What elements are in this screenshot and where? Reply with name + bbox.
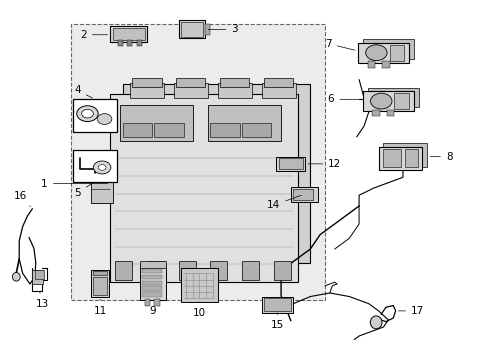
Bar [93,277,107,295]
Text: 1: 1 [41,179,107,189]
Bar [264,298,290,311]
Bar [273,261,290,280]
Bar [176,78,205,87]
Ellipse shape [81,109,93,118]
Text: 14: 14 [266,195,301,210]
Bar [115,261,132,280]
Text: 6: 6 [327,94,359,104]
Bar [205,24,210,35]
Text: 15: 15 [270,313,283,330]
Bar [173,83,207,98]
Ellipse shape [93,161,111,174]
Bar [147,261,163,280]
Bar [178,261,195,280]
Bar [242,123,271,137]
Text: 16: 16 [14,191,30,207]
Bar [383,143,427,167]
Bar [120,105,193,140]
Bar [178,21,205,39]
Text: 2: 2 [80,30,107,40]
Text: 9: 9 [149,300,156,316]
Bar [73,149,117,182]
Bar [378,147,422,170]
Text: 5: 5 [74,183,92,198]
Bar [118,40,122,45]
Text: 8: 8 [429,152,452,162]
Bar [127,40,132,45]
Text: 4: 4 [74,85,92,98]
Bar [122,123,152,137]
Text: 10: 10 [192,302,205,318]
Bar [35,270,43,279]
Text: 17: 17 [398,306,424,316]
Bar [383,149,400,167]
Bar [278,158,303,169]
Bar [207,105,281,140]
Bar [362,39,413,59]
Bar [93,271,107,275]
Bar [293,189,312,200]
Text: 12: 12 [307,159,341,169]
Bar [142,280,161,285]
Bar [154,299,160,306]
Bar [142,275,161,279]
Bar [91,270,109,297]
Text: 7: 7 [325,39,354,50]
Ellipse shape [97,114,112,125]
Bar [113,28,144,40]
Bar [405,149,417,167]
Bar [210,123,239,137]
Bar [142,292,161,297]
Bar [394,93,408,109]
Bar [357,43,408,63]
Ellipse shape [77,106,98,122]
Bar [290,187,317,202]
Ellipse shape [369,316,381,329]
Bar [140,261,166,268]
Bar [181,22,203,37]
Bar [210,261,227,280]
Bar [154,123,183,137]
Ellipse shape [12,273,20,281]
Bar [142,269,161,273]
Ellipse shape [365,45,386,60]
Text: 3: 3 [208,24,238,35]
Text: 13: 13 [36,291,49,309]
Bar [220,78,249,87]
Bar [132,78,161,87]
Bar [144,299,150,306]
Bar [367,62,374,68]
Ellipse shape [98,165,106,170]
Bar [140,264,166,300]
Bar [73,99,117,132]
Bar [389,45,404,61]
Bar [276,157,305,171]
Bar [91,171,113,203]
Bar [142,287,161,291]
Bar [382,62,389,68]
Bar [71,24,325,300]
Bar [386,110,394,116]
Bar [130,83,163,98]
Bar [261,83,295,98]
Bar [110,94,298,282]
Bar [137,40,142,45]
Bar [110,26,147,42]
Bar [372,110,379,116]
Bar [242,261,259,280]
Ellipse shape [370,93,391,109]
Bar [367,87,418,107]
Bar [261,297,293,313]
Bar [362,91,413,111]
Bar [32,270,43,284]
Text: 11: 11 [93,299,106,316]
Bar [217,83,251,98]
Bar [122,84,310,264]
Bar [181,268,217,302]
Bar [264,78,293,87]
